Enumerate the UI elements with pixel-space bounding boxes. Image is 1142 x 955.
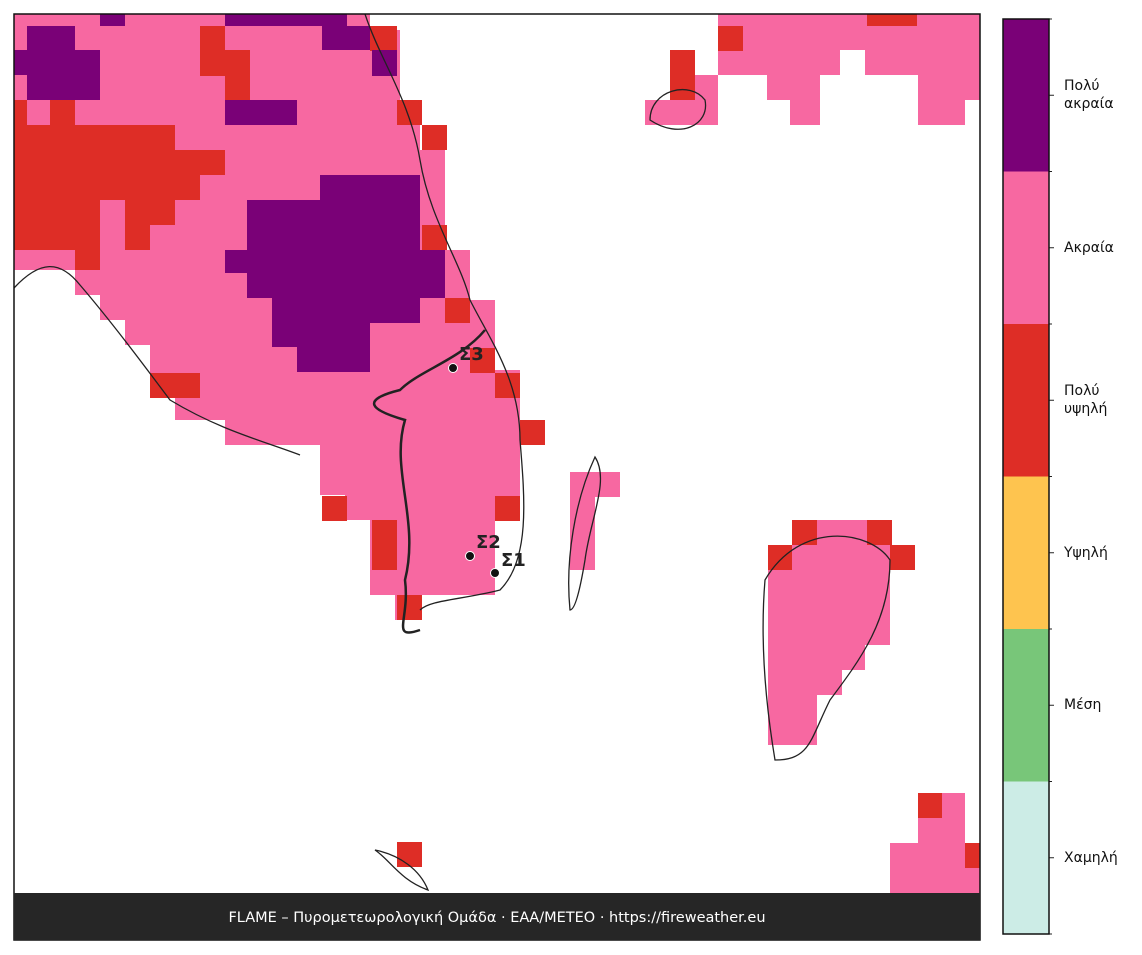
colorbar-label: Πολύ ακραία xyxy=(1064,78,1114,113)
colorbar-segment xyxy=(1003,781,1049,934)
colorbar xyxy=(1002,18,1054,935)
footer-bar xyxy=(14,893,980,940)
colorbar-segment xyxy=(1003,324,1049,477)
colorbar-label: Μέση xyxy=(1064,697,1102,714)
colorbar-label: Ακραία xyxy=(1064,239,1114,256)
site-label: Σ3 xyxy=(459,344,484,365)
footer-text: FLAME – Πυρομετεωρολογική Ομάδα · ΕΑΑ/ME… xyxy=(228,910,765,926)
colorbar-frame xyxy=(1002,18,1050,935)
colorbar-label: Χαμηλή xyxy=(1064,849,1118,866)
colorbar-segment xyxy=(1003,629,1049,782)
site-marker xyxy=(448,363,458,373)
sites: Σ3 Σ2 Σ1 xyxy=(448,344,526,578)
colorbar-label: Πολύ υψηλή xyxy=(1064,383,1108,418)
colorbar-segment xyxy=(1003,171,1049,324)
raster xyxy=(14,14,980,893)
colorbar-segment xyxy=(1003,19,1049,172)
site-label: Σ2 xyxy=(476,532,501,553)
site-marker xyxy=(490,568,500,578)
colorbar-segment xyxy=(1003,476,1049,629)
colorbar-label: Υψηλή xyxy=(1064,544,1108,561)
site-marker xyxy=(465,551,475,561)
coastline xyxy=(13,13,891,892)
site-label: Σ1 xyxy=(501,550,526,571)
